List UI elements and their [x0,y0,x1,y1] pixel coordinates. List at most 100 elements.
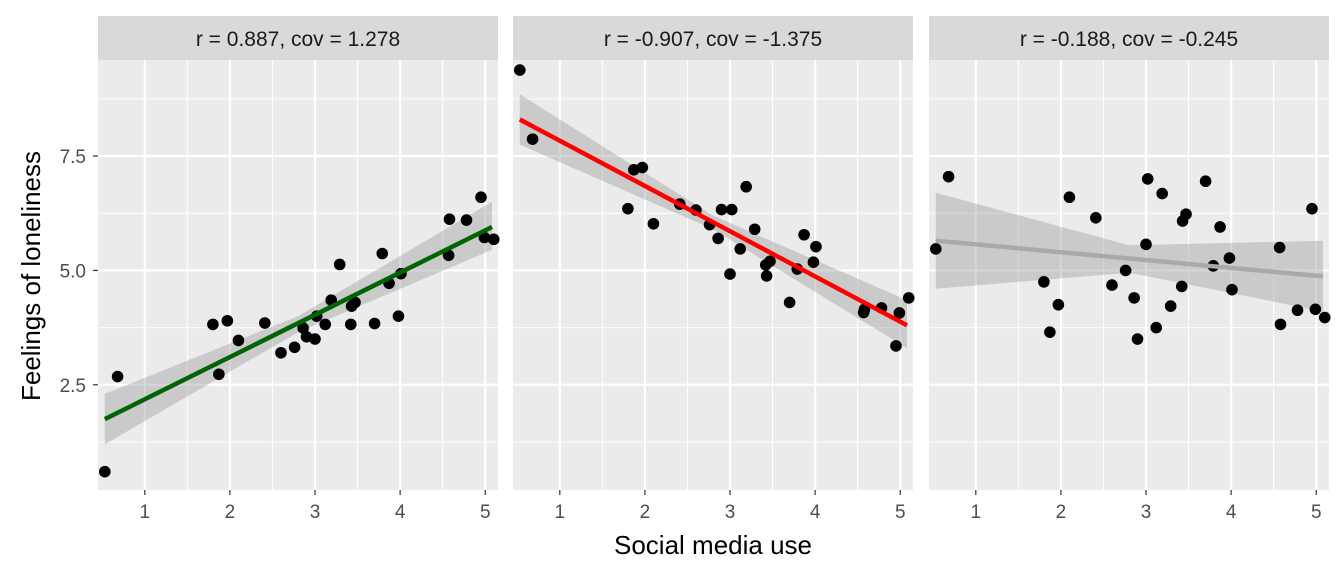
data-point [297,322,309,334]
regression-line [103,224,494,422]
facet-title: r = 0.887, cov = 1.278 [196,28,400,51]
data-point [1309,303,1322,316]
data-point [798,228,810,241]
data-point [1164,300,1177,312]
data-point [807,256,820,268]
panel-2: r = -0.907, cov = -1.375 1 2 3 4 5 [513,16,915,523]
data-point [1140,238,1152,251]
x-tick-label: 2 [1056,502,1067,523]
y-tick-label: 7.5 [60,147,86,168]
data-point [259,317,271,329]
data-point [1052,298,1065,311]
facet-title: r = -0.188, cov = -0.245 [1020,28,1238,51]
data-point [111,370,124,383]
data-point [712,232,724,245]
y-tick-label: 2.5 [60,376,86,397]
data-point [1199,175,1212,188]
data-point [1119,264,1132,277]
data-point [232,334,245,347]
data-point [902,292,915,304]
data-point [1106,279,1118,291]
data-point [1180,208,1192,220]
data-point [748,223,761,236]
data-point [333,258,346,271]
data-point [725,203,738,216]
x-tick-label: 5 [895,502,906,523]
data-point [764,255,776,268]
data-point [1044,326,1056,338]
x-tick-label: 1 [971,502,982,523]
data-point [930,243,942,255]
facet-strip [929,16,1329,60]
data-point [647,217,660,230]
data-point [368,317,381,330]
panels: r = 0.887, cov = 1.278 1 2 3 4 5 2.5 5.0 7.5 r = … [60,16,1331,523]
plot-background [98,60,498,490]
data-point [443,213,456,225]
data-point [275,346,287,359]
regression-line [935,238,1324,279]
confidence-band [935,192,1323,312]
x-tick-label: 2 [640,502,651,523]
data-point [724,268,736,280]
data-point [893,307,906,319]
data-point [349,296,361,309]
facet-strip [98,16,498,60]
data-point [1223,252,1236,264]
panel-3: r = -0.188, cov = -0.245 1 2 3 4 5 [929,16,1331,523]
x-tick-label: 3 [1141,502,1152,523]
data-point [636,161,649,174]
data-point [1150,321,1163,334]
facet-title: r = -0.907, cov = -1.375 [604,28,822,51]
data-point [1141,173,1154,185]
y-tick-label: 5.0 [60,261,86,282]
data-point [1214,221,1226,233]
data-point [1131,333,1144,345]
y-axis-title: Feelings of loneliness [16,151,46,401]
data-point [1175,280,1188,293]
x-tick-label: 3 [725,502,736,523]
x-tick-label: 1 [555,502,566,523]
data-point [1156,187,1168,200]
data-point [1128,292,1140,304]
data-point [392,310,405,322]
x-tick-label: 5 [1311,502,1322,523]
data-point [487,233,500,246]
panel-1: r = 0.887, cov = 1.278 1 2 3 4 5 2.5 5.0 7.5 [60,16,500,523]
data-point [526,133,539,145]
data-point [622,202,634,215]
data-point [1291,304,1304,317]
data-point [1226,283,1238,296]
data-point [1063,191,1076,204]
data-point [1274,318,1287,331]
x-tick-label: 4 [395,502,406,523]
data-point [514,64,526,76]
x-tick-label: 4 [810,502,821,523]
data-point [942,170,955,183]
data-point [1090,212,1102,224]
plot-background [513,60,913,490]
data-point [810,240,822,253]
x-tick-label: 2 [225,502,236,523]
data-point [309,333,321,345]
x-tick-label: 5 [480,502,491,523]
data-point [1038,276,1050,288]
data-point [475,191,487,204]
data-point [890,340,902,352]
data-point [740,180,752,193]
data-point [221,314,234,327]
data-point [734,243,747,255]
data-point [760,270,773,282]
data-point [207,318,219,331]
x-axis-title: Social media use [614,530,812,560]
data-point [715,203,728,216]
data-point [213,368,225,381]
data-point [460,214,473,226]
data-point [1318,311,1331,324]
data-point [344,318,357,331]
data-point [1273,241,1286,254]
data-point [1306,202,1318,215]
x-tick-label: 4 [1226,502,1237,523]
data-point [99,465,111,478]
